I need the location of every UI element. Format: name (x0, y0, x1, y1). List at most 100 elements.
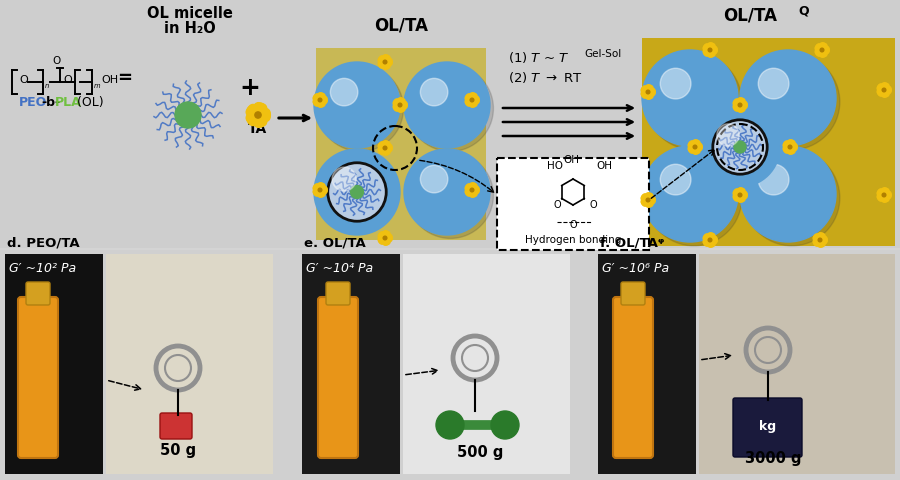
Circle shape (319, 192, 324, 197)
Circle shape (712, 48, 717, 53)
Circle shape (734, 195, 739, 200)
Circle shape (788, 149, 793, 154)
Circle shape (255, 112, 261, 118)
Circle shape (882, 83, 887, 88)
Circle shape (710, 44, 716, 49)
Circle shape (886, 88, 891, 94)
Circle shape (822, 44, 827, 49)
Circle shape (822, 51, 827, 57)
Circle shape (783, 143, 788, 148)
Circle shape (643, 86, 648, 91)
Circle shape (738, 98, 743, 103)
Circle shape (385, 142, 390, 147)
Circle shape (642, 50, 738, 146)
Circle shape (710, 233, 716, 239)
Text: O: O (63, 75, 72, 85)
Circle shape (704, 50, 709, 55)
Text: in H₂O: in H₂O (164, 21, 216, 36)
Circle shape (650, 198, 655, 204)
Circle shape (820, 48, 824, 52)
Circle shape (385, 231, 390, 237)
Circle shape (320, 191, 325, 196)
Circle shape (394, 99, 400, 104)
Circle shape (465, 190, 471, 195)
Text: OH: OH (101, 75, 118, 85)
Circle shape (380, 56, 385, 61)
Circle shape (472, 101, 477, 107)
Circle shape (393, 104, 399, 109)
Circle shape (248, 115, 256, 124)
Circle shape (824, 48, 829, 54)
Circle shape (738, 107, 743, 112)
Circle shape (708, 241, 714, 247)
Circle shape (878, 85, 882, 91)
Circle shape (710, 51, 716, 57)
Circle shape (474, 97, 479, 103)
Circle shape (648, 85, 653, 91)
Circle shape (387, 58, 392, 63)
Circle shape (319, 98, 322, 102)
Circle shape (473, 96, 479, 102)
FancyBboxPatch shape (733, 398, 802, 457)
Circle shape (743, 150, 840, 246)
Circle shape (257, 104, 266, 113)
FancyBboxPatch shape (318, 297, 358, 458)
Circle shape (710, 241, 716, 247)
Circle shape (643, 194, 648, 199)
Circle shape (878, 189, 884, 194)
Text: Hydrogen bonding: Hydrogen bonding (525, 235, 621, 245)
Circle shape (387, 60, 392, 66)
Circle shape (642, 195, 647, 200)
Circle shape (383, 240, 389, 245)
Circle shape (712, 48, 717, 54)
Circle shape (379, 238, 384, 243)
Circle shape (734, 189, 740, 194)
Circle shape (321, 189, 327, 194)
Circle shape (313, 186, 319, 191)
Circle shape (645, 202, 651, 207)
Circle shape (641, 199, 646, 204)
Circle shape (398, 107, 403, 112)
Circle shape (314, 190, 319, 195)
Circle shape (318, 65, 403, 152)
Circle shape (705, 44, 710, 49)
Text: d. PEO/TA: d. PEO/TA (7, 236, 79, 249)
Circle shape (707, 52, 713, 57)
Text: OH: OH (596, 161, 612, 171)
Circle shape (322, 97, 328, 103)
Circle shape (693, 140, 698, 145)
Circle shape (328, 163, 386, 221)
Circle shape (256, 118, 265, 127)
Circle shape (642, 200, 647, 205)
Circle shape (393, 105, 399, 110)
Text: f. OL/TAᵠ: f. OL/TAᵠ (600, 236, 664, 249)
Text: O: O (52, 56, 60, 66)
Circle shape (816, 51, 822, 56)
Circle shape (319, 93, 324, 98)
Circle shape (319, 188, 322, 192)
Circle shape (742, 193, 747, 199)
Circle shape (378, 61, 383, 66)
Circle shape (707, 233, 713, 238)
Circle shape (824, 46, 829, 51)
Circle shape (647, 202, 652, 207)
Circle shape (400, 98, 405, 104)
Text: (2) $T$ $\rightarrow$ RT: (2) $T$ $\rightarrow$ RT (508, 70, 583, 85)
Circle shape (884, 189, 889, 194)
Circle shape (650, 197, 655, 203)
Circle shape (742, 192, 747, 198)
Circle shape (401, 104, 407, 109)
Circle shape (402, 102, 407, 108)
Circle shape (465, 99, 471, 104)
Circle shape (394, 106, 400, 111)
FancyBboxPatch shape (621, 282, 645, 305)
Circle shape (740, 196, 745, 202)
Text: O: O (19, 75, 28, 85)
Circle shape (695, 141, 700, 146)
Circle shape (314, 62, 400, 148)
Circle shape (784, 142, 789, 147)
Circle shape (401, 101, 407, 107)
Circle shape (697, 143, 702, 148)
Circle shape (650, 88, 655, 94)
Circle shape (824, 48, 829, 53)
